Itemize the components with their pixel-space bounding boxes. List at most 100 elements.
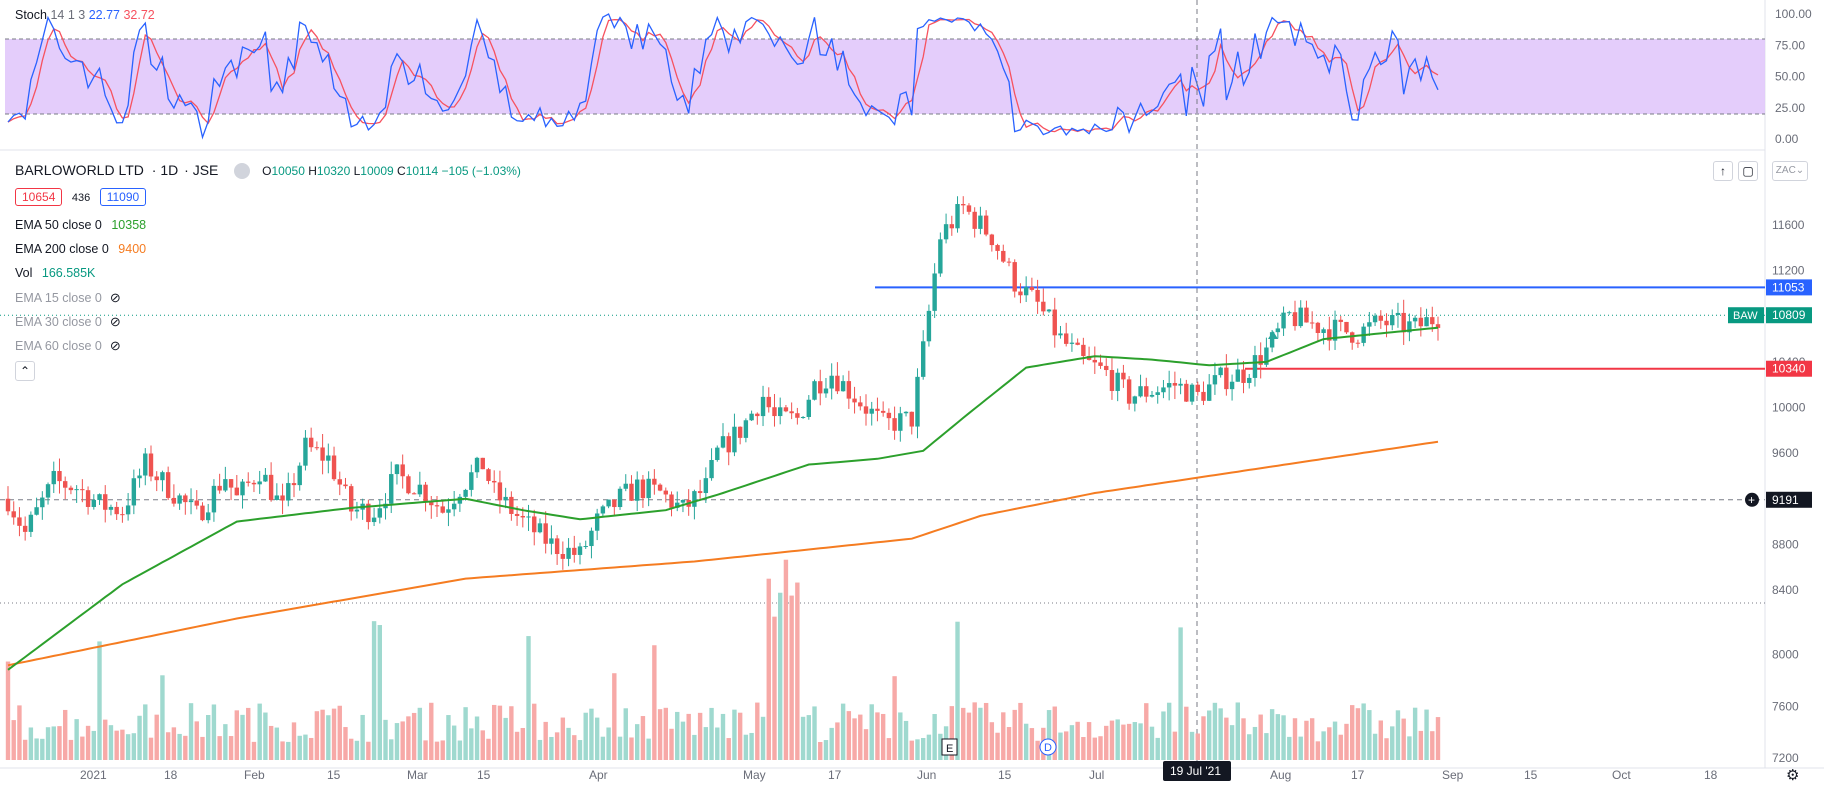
price-axis-label: 7600 [1772, 699, 1799, 713]
fullscreen-button[interactable]: ▢ [1738, 161, 1758, 181]
candle-body [251, 482, 257, 485]
volume-bar [103, 719, 108, 760]
volume-bar [469, 728, 474, 760]
candle-body [909, 411, 914, 427]
volume-bar [80, 736, 85, 760]
candle-body [1247, 377, 1252, 383]
volume-bar [200, 736, 205, 760]
indicator-ema200[interactable]: EMA 200 close 0 9400 [15, 242, 147, 256]
time-axis-label: 17 [828, 768, 842, 782]
candle-body [858, 402, 863, 407]
candle-body [1058, 333, 1063, 336]
candle-body [532, 516, 537, 533]
time-axis-label: 18 [1704, 768, 1718, 782]
earnings-event-label: E [946, 743, 953, 755]
volume-bar [606, 727, 611, 760]
gear-icon[interactable]: ⚙ [1786, 767, 1800, 784]
candle-body [331, 455, 337, 480]
volume-bar [1235, 702, 1240, 760]
volume-bar [1407, 736, 1412, 760]
collapse-legend-button[interactable]: ⌃ [15, 361, 35, 381]
volume-bar [1292, 718, 1298, 760]
volume-bar [463, 707, 468, 760]
volume-bar [5, 661, 11, 760]
indicator-vol[interactable]: Vol 166.585K [15, 266, 96, 280]
volume-bar [554, 732, 560, 760]
volume-bar [1086, 722, 1092, 760]
volume-bar [1287, 736, 1292, 760]
volume-bar [1064, 731, 1069, 760]
volume-bar [234, 710, 239, 760]
candle-body [177, 495, 182, 504]
candle-body [91, 499, 96, 507]
candle-body [1401, 312, 1406, 333]
candle-body [995, 245, 1000, 251]
stoch-d-line [7, 18, 1439, 133]
ask-button[interactable]: 11090 [99, 188, 147, 206]
time-axis-label: Oct [1612, 768, 1631, 782]
candle-body [486, 469, 491, 481]
candle-body [1149, 394, 1155, 397]
volume-bar [1155, 737, 1160, 760]
candle-body [1115, 372, 1120, 391]
volume-bar [783, 559, 789, 760]
scale-currency-button[interactable]: ZAC⌄ [1772, 161, 1808, 181]
volume-bar [572, 735, 577, 760]
symbol-name[interactable]: BARLOWORLD LTD [15, 162, 144, 178]
price-label-box [1766, 491, 1812, 508]
volume-bar [1126, 723, 1132, 760]
price-axis-label: 11600 [1772, 218, 1805, 232]
price-axis-label: 7200 [1772, 751, 1799, 765]
candle-body [291, 483, 297, 486]
indicator-ema60[interactable]: EMA 60 close 0 ⊘ [15, 338, 121, 353]
price-label-text: 10809 [1772, 308, 1806, 322]
indicator-ema15[interactable]: EMA 15 close 0 ⊘ [15, 290, 121, 305]
candle-body [194, 500, 199, 506]
candle-body [297, 465, 302, 486]
volume-bar [858, 714, 863, 760]
candle-body [492, 480, 497, 483]
symbol-interval[interactable]: 1D [160, 162, 179, 178]
hidden-eye-icon[interactable]: ⊘ [109, 338, 121, 353]
volume-bar [1161, 711, 1166, 760]
candle-body [1321, 329, 1326, 333]
candle-body [1207, 384, 1212, 401]
volume-bar [383, 719, 388, 760]
hidden-eye-icon[interactable]: ⊘ [109, 314, 121, 329]
volume-bar [566, 727, 571, 760]
volume-bar [1435, 717, 1441, 760]
candle-body [915, 376, 920, 427]
candle-body [1104, 365, 1109, 371]
volume-bar [692, 734, 697, 760]
volume-bar [646, 738, 651, 760]
candle-body [503, 496, 508, 501]
volume-bar [1247, 734, 1252, 760]
indicator-ema50[interactable]: EMA 50 close 0 10358 [15, 218, 147, 232]
volume-bar [451, 725, 457, 760]
arrow-up-button[interactable]: ↑ [1713, 161, 1733, 181]
candle-body [835, 375, 840, 392]
volume-bar [898, 712, 903, 760]
volume-bar [795, 582, 800, 760]
stoch-band [5, 39, 1765, 114]
candle-body [669, 494, 674, 508]
candle-body [926, 310, 932, 342]
dividend-event-marker [1039, 738, 1057, 756]
volume-bar [1195, 733, 1200, 760]
volume-bar [818, 741, 823, 760]
candle-body [737, 426, 743, 438]
symbol-header[interactable]: BARLOWORLD LTD · 1D · JSE O10050 H10320 … [15, 162, 521, 180]
volume-bar [983, 702, 989, 760]
indicator-ema30[interactable]: EMA 30 close 0 ⊘ [15, 314, 121, 329]
price-axis-label: 11200 [1772, 264, 1805, 278]
candle-body [778, 407, 783, 417]
candle-body [892, 418, 897, 431]
candle-body [171, 497, 177, 504]
candle-body [1109, 370, 1115, 391]
candle-body [760, 396, 766, 417]
bid-button[interactable]: 10654 [15, 188, 63, 206]
hidden-eye-icon[interactable]: ⊘ [109, 290, 121, 305]
time-axis-label: Jul [1089, 768, 1104, 782]
volume-bar [263, 712, 268, 760]
candle-body [131, 478, 137, 506]
